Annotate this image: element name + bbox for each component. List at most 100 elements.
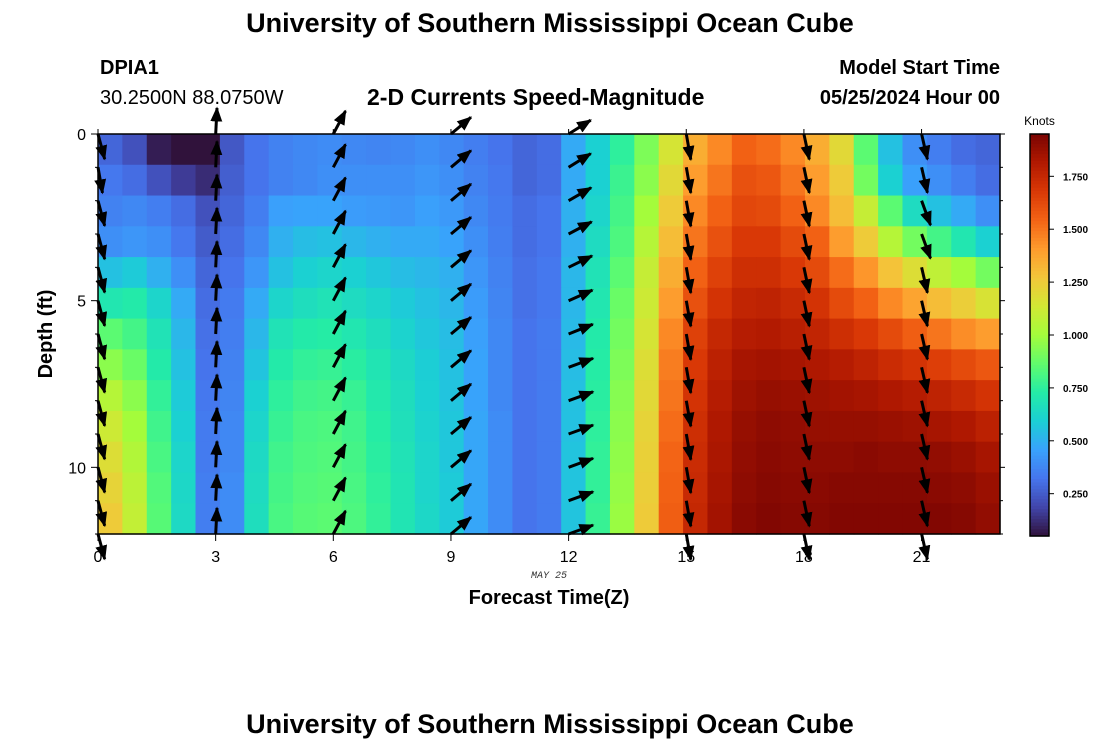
heatmap-cell xyxy=(756,195,782,227)
current-vector-arrow xyxy=(567,186,593,202)
current-vector-arrow xyxy=(450,416,473,436)
heatmap-cell xyxy=(756,349,782,381)
heatmap-cell xyxy=(756,164,782,197)
colorbar-segment xyxy=(1030,512,1049,517)
heatmap-cell xyxy=(975,134,1001,166)
heatmap-cell xyxy=(171,441,197,474)
heatmap-cell xyxy=(219,257,245,289)
heatmap-cell xyxy=(731,226,757,258)
heatmap-cell xyxy=(731,441,757,474)
heatmap-cell xyxy=(293,257,319,289)
heatmap-cell xyxy=(219,164,245,197)
current-vector-arrow xyxy=(918,300,931,328)
heatmap-cell xyxy=(585,134,611,166)
heatmap-cell xyxy=(951,134,977,166)
page-title-bottom: University of Southern Mississippi Ocean… xyxy=(246,709,854,739)
colorbar-segment xyxy=(1030,227,1049,232)
current-vector-arrow xyxy=(568,423,595,436)
heatmap-cell xyxy=(951,349,977,381)
heatmap-cell xyxy=(268,410,294,443)
heatmap-cell xyxy=(463,164,489,197)
heatmap-cell xyxy=(219,472,245,504)
heatmap-cell xyxy=(122,287,148,320)
colorbar-segment xyxy=(1030,274,1049,279)
heatmap-cell xyxy=(707,441,733,474)
colorbar-segment xyxy=(1030,147,1049,152)
heatmap-cell xyxy=(634,226,660,258)
heatmap-cell xyxy=(122,410,148,443)
colorbar-segment xyxy=(1030,331,1049,336)
model-start-value: 05/25/2024 Hour 00 xyxy=(819,87,1000,109)
heatmap-cell xyxy=(390,410,416,443)
heatmap-cell xyxy=(634,134,660,166)
colorbar-segment xyxy=(1030,455,1049,460)
colorbar-segment xyxy=(1030,479,1049,483)
current-vector-arrow xyxy=(918,166,931,195)
heatmap-cell xyxy=(146,503,172,535)
heatmap-cell xyxy=(731,318,757,350)
heatmap-cell xyxy=(707,472,733,504)
colorbar-segment xyxy=(1030,458,1049,463)
colorbar-segment xyxy=(1030,515,1049,520)
heatmap-cell xyxy=(853,503,879,535)
current-vector-arrow xyxy=(567,152,592,169)
heatmap-cell xyxy=(926,318,952,350)
colorbar-segment xyxy=(1030,448,1049,453)
heatmap-cell xyxy=(609,410,635,443)
current-vector-arrow xyxy=(331,143,347,169)
colorbar-segment xyxy=(1030,489,1049,494)
heatmap-cell xyxy=(293,195,319,227)
heatmap-cell xyxy=(975,410,1001,443)
heatmap-cell xyxy=(512,164,538,197)
current-vector-arrow xyxy=(918,133,931,161)
colorbar-segment xyxy=(1030,204,1049,209)
current-vector-arrow xyxy=(682,200,695,228)
colorbar-segment xyxy=(1030,268,1049,272)
heatmap-cell xyxy=(390,195,416,227)
heatmap-cell xyxy=(829,410,855,443)
heatmap-cell xyxy=(146,287,172,320)
colorbar-segment xyxy=(1030,418,1049,423)
current-vector-arrow xyxy=(682,400,695,428)
heatmap-cell xyxy=(658,164,684,197)
current-vector-arrow xyxy=(682,433,695,462)
current-vector-arrow xyxy=(682,533,695,562)
current-vector-arrow xyxy=(568,456,595,469)
heatmap-cell xyxy=(171,472,197,504)
heatmap-cell xyxy=(536,134,562,166)
heatmap-cell xyxy=(268,287,294,320)
colorbar-segment xyxy=(1030,408,1049,413)
heatmap-cell xyxy=(829,195,855,227)
heatmap-cell xyxy=(439,503,465,535)
heatmap-cell xyxy=(244,134,270,166)
heatmap-cell xyxy=(853,257,879,289)
current-vector-arrow xyxy=(682,300,695,328)
heatmap-cell xyxy=(536,472,562,504)
colorbar-segment xyxy=(1030,438,1049,443)
heatmap-cell xyxy=(975,257,1001,289)
heatmap-cell xyxy=(146,134,172,166)
colorbar-segment xyxy=(1030,472,1049,477)
colorbar-segment xyxy=(1030,271,1049,276)
heatmap-cell xyxy=(366,226,392,258)
heatmap-cell xyxy=(146,226,172,258)
current-vector-arrow xyxy=(95,466,108,494)
heatmap-cell xyxy=(488,287,514,320)
heatmap-cell xyxy=(268,195,294,227)
colorbar-segment xyxy=(1030,328,1049,333)
colorbar-segment xyxy=(1030,482,1049,487)
heatmap-cell xyxy=(780,410,806,443)
heatmap-cell xyxy=(146,380,172,412)
current-vector-arrow xyxy=(918,500,931,528)
current-vector-arrow xyxy=(95,533,108,561)
heatmap-cell xyxy=(171,287,197,320)
colorbar-segment xyxy=(1030,244,1049,249)
heatmap-cell xyxy=(878,134,904,166)
y-axis: 0 5 10 xyxy=(68,127,1005,535)
colorbar-segment xyxy=(1030,338,1049,343)
heatmap-cell xyxy=(317,226,343,258)
current-vector-arrow xyxy=(918,333,931,361)
colorbar-segment xyxy=(1030,509,1049,514)
heatmap-cell xyxy=(390,226,416,258)
heatmap-cell xyxy=(171,349,197,381)
